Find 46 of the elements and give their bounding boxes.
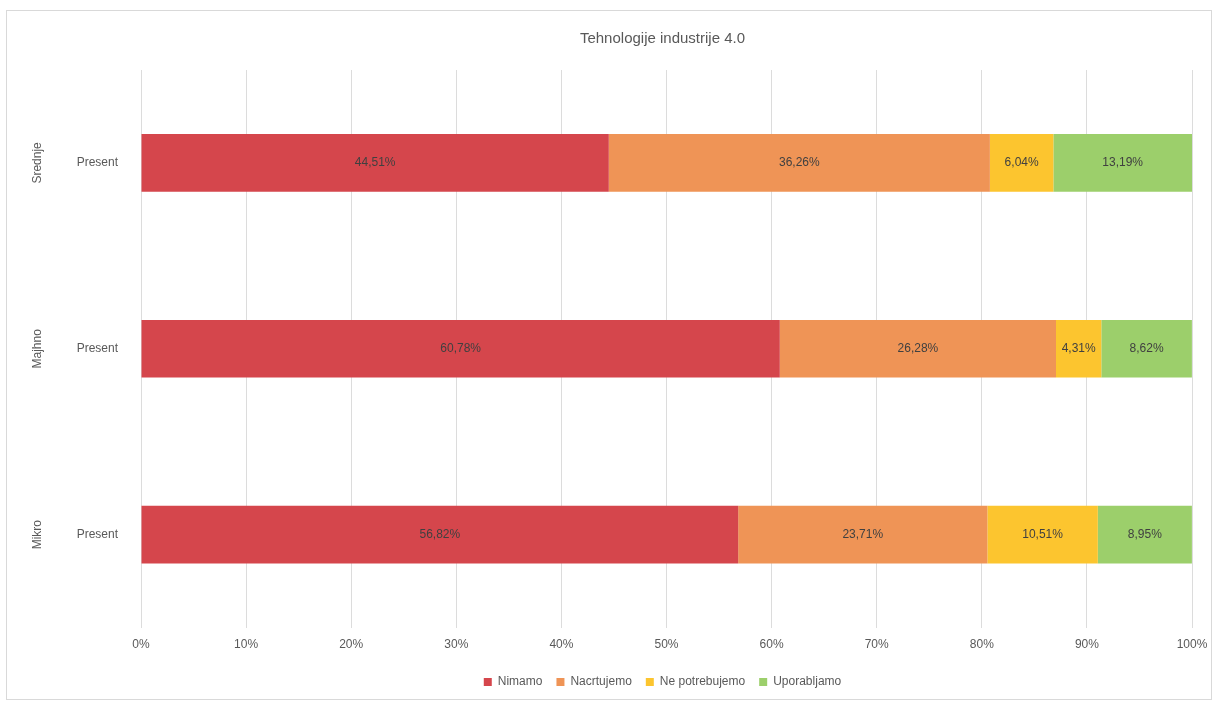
data-label: 6,04%: [1004, 155, 1039, 170]
bar: [1097, 505, 1192, 564]
data-label: 4,31%: [1061, 341, 1096, 356]
bar: [608, 134, 990, 192]
text: Present: [76, 526, 119, 541]
bar: [141, 319, 780, 378]
x-tick-label: 10%: [234, 637, 259, 652]
bar: [1101, 319, 1192, 378]
bar: [141, 134, 609, 192]
bar: [1056, 319, 1102, 378]
data-label: 23,71%: [842, 526, 884, 541]
bar: [989, 134, 1054, 192]
bar: [987, 505, 1098, 564]
data-label: 8,62%: [1129, 341, 1164, 356]
y-tick-label: Majhno: [30, 328, 45, 369]
bar: [779, 319, 1056, 378]
data-label: 56,82%: [419, 526, 461, 541]
bar: [141, 505, 739, 564]
x-tick-label: 90%: [1074, 637, 1100, 652]
data-label: 60,78%: [440, 341, 482, 356]
y-tick-label: Mikro: [30, 519, 45, 550]
x-tick-label: 70%: [864, 637, 890, 652]
data-label: 36,26%: [778, 155, 821, 170]
x-tick-label: 20%: [339, 637, 364, 652]
text: Present: [76, 155, 119, 170]
chart-title: Tehnologije industrije 4.0: [579, 29, 746, 47]
x-tick-label: 50%: [654, 637, 679, 652]
x-tick-label: 0%: [132, 637, 150, 652]
legend-label: Nacrtujemo: [570, 674, 633, 689]
legend-label: Nimamo: [497, 674, 543, 689]
data-label: 44,51%: [354, 155, 396, 170]
y-tick-label: Srednje: [30, 141, 45, 184]
legend-label: Uporabljamo: [773, 674, 842, 689]
x-tick-label: 40%: [549, 637, 574, 652]
x-tick-label: 80%: [969, 637, 995, 652]
legend-label: Ne potrebujemo: [659, 674, 746, 689]
data-label: 13,19%: [1102, 155, 1144, 170]
x-tick-label: 100%: [1176, 637, 1208, 652]
x-tick-label: 30%: [444, 637, 469, 652]
bar: [738, 505, 988, 564]
text: Present: [76, 341, 119, 356]
bar: [1053, 134, 1192, 192]
data-label: 10,51%: [1022, 526, 1064, 541]
data-label: 8,95%: [1127, 526, 1163, 541]
data-label: 26,28%: [897, 341, 939, 356]
x-tick-label: 60%: [759, 637, 784, 652]
